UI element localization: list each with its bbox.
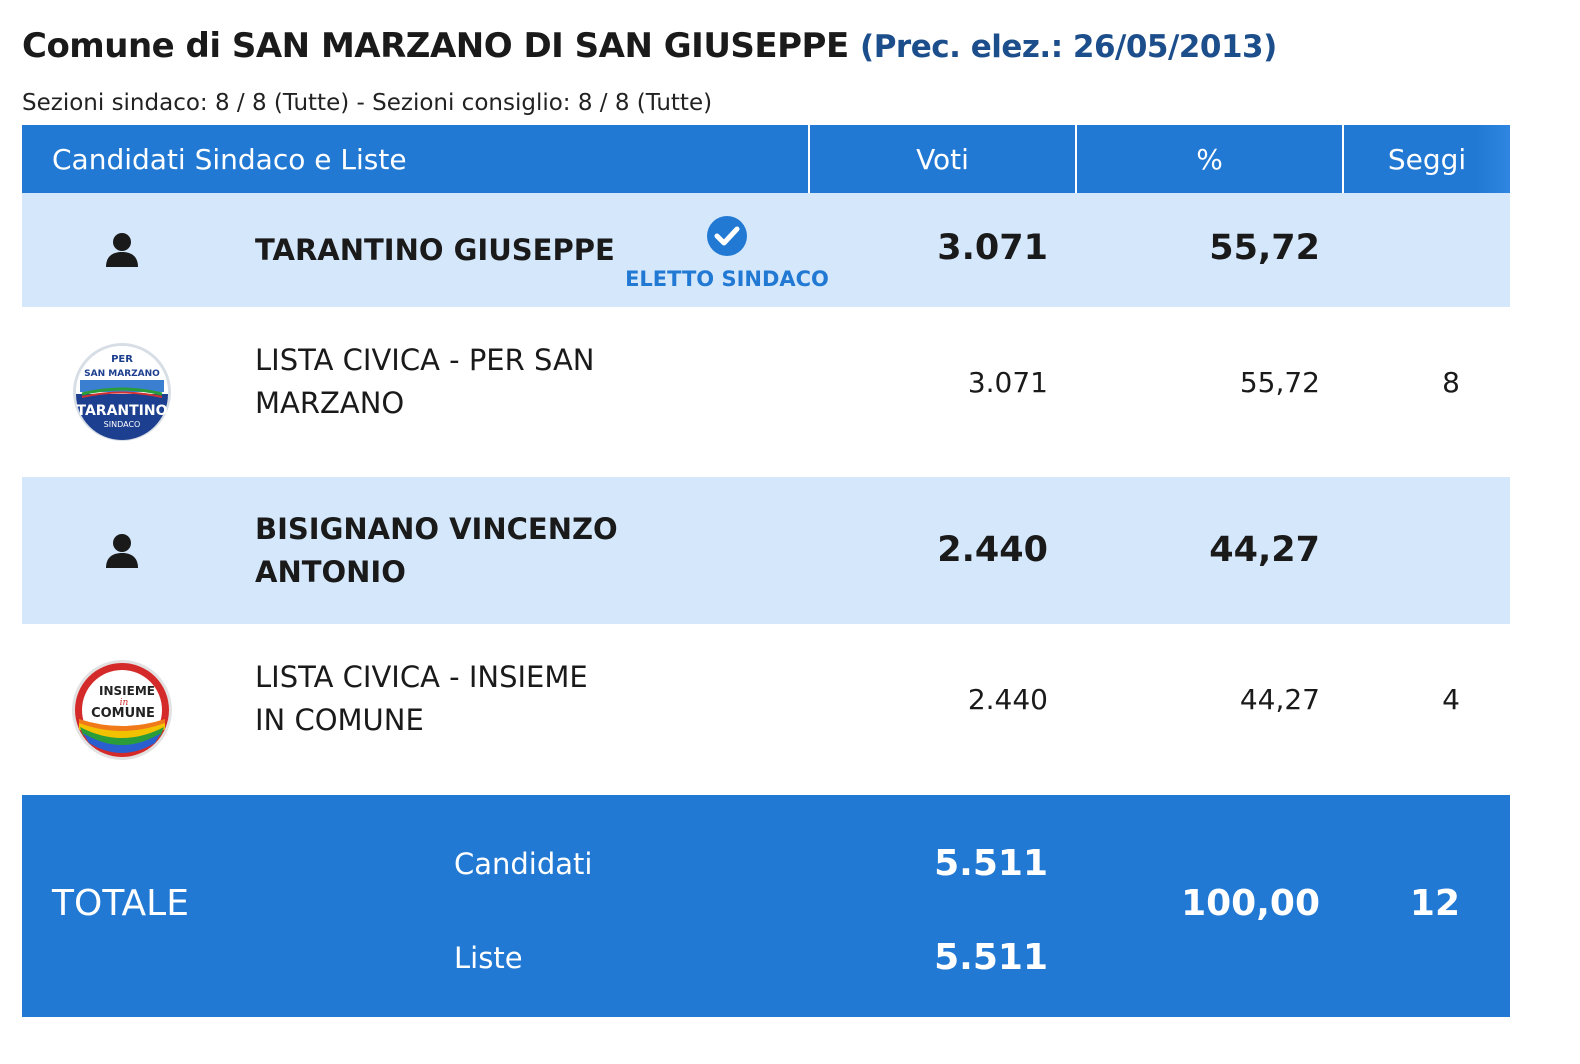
list-name[interactable]: LISTA CIVICA - INSIEME IN COMUNE	[255, 656, 588, 742]
column-header-name: Candidati Sindaco e Liste	[22, 125, 810, 193]
list-seats: 4	[1442, 683, 1460, 716]
logo-text-san-marzano: SAN MARZANO	[84, 369, 160, 379]
municipality-title: Comune di SAN MARZANO DI SAN GIUSEPPE	[22, 26, 849, 66]
column-header-votes: Voti	[810, 125, 1077, 193]
candidate-row: TARANTINO GIUSEPPE ELETTO SINDACO 3.071 …	[22, 193, 1510, 307]
column-header-percent: %	[1077, 125, 1344, 193]
candidate-name[interactable]: BISIGNANO VINCENZO ANTONIO	[255, 508, 618, 594]
logo-text-comune: COMUNE	[91, 706, 155, 721]
total-lists-label: Liste	[454, 941, 523, 975]
list-name[interactable]: LISTA CIVICA - PER SAN MARZANO	[255, 339, 594, 425]
list-row: PER SAN MARZANO TARANTINO SINDACO LISTA …	[22, 307, 1510, 477]
list-votes: 2.440	[967, 683, 1048, 716]
list-name-line: LISTA CIVICA - PER SAN	[255, 343, 595, 377]
list-row: INSIEME in COMUNE LISTA CIVICA - INSIEME…	[22, 624, 1510, 795]
candidate-votes: 3.071	[937, 228, 1048, 268]
column-header-seats: Seggi	[1344, 125, 1510, 193]
candidate-percent: 44,27	[1209, 530, 1320, 570]
insieme-in-comune-logo: INSIEME in COMUNE	[22, 624, 222, 795]
per-san-marzano-logo: PER SAN MARZANO TARANTINO SINDACO	[22, 307, 222, 477]
total-seats: 12	[1409, 883, 1460, 924]
list-name-line: IN COMUNE	[255, 703, 424, 737]
elected-badge: ELETTO SINDACO	[612, 215, 842, 291]
elected-label: ELETTO SINDACO	[625, 267, 829, 291]
list-percent: 44,27	[1239, 683, 1320, 716]
sections-summary: Sezioni sindaco: 8 / 8 (Tutte) - Sezioni…	[22, 90, 713, 116]
previous-election-link[interactable]: (Prec. elez.: 26/05/2013)	[860, 29, 1277, 65]
list-votes: 3.071	[967, 366, 1048, 399]
total-percent: 100,00	[1181, 883, 1320, 924]
person-icon	[22, 477, 222, 624]
logo-text-sindaco: SINDACO	[104, 420, 141, 429]
table-header: Candidati Sindaco e Liste Voti % Seggi	[22, 125, 1510, 193]
list-percent: 55,72	[1239, 366, 1320, 399]
candidate-name[interactable]: TARANTINO GIUSEPPE	[255, 233, 615, 267]
list-seats: 8	[1442, 366, 1460, 399]
total-lists-votes: 5.511	[934, 937, 1048, 978]
check-circle-icon	[707, 216, 747, 256]
candidate-name-line: ANTONIO	[255, 555, 406, 589]
total-candidates-label: Candidati	[454, 847, 593, 881]
candidate-votes: 2.440	[937, 530, 1048, 570]
totals-row: TOTALE Candidati 5.511 Liste 5.511 100,0…	[22, 795, 1510, 1017]
logo-text-per: PER	[111, 354, 133, 365]
person-icon	[22, 193, 222, 307]
logo-text-insieme: INSIEME	[99, 684, 155, 698]
candidate-row: BISIGNANO VINCENZO ANTONIO 2.440 44,27	[22, 477, 1510, 624]
logo-text-in: in	[120, 698, 129, 708]
total-candidates-votes: 5.511	[934, 843, 1048, 884]
candidate-percent: 55,72	[1209, 228, 1320, 268]
logo-text-tarantino: TARANTINO	[76, 403, 167, 419]
candidate-name-line: BISIGNANO VINCENZO	[255, 512, 618, 546]
total-label: TOTALE	[52, 883, 189, 924]
results-table: Candidati Sindaco e Liste Voti % Seggi T…	[22, 125, 1510, 1017]
list-name-line: LISTA CIVICA - INSIEME	[255, 660, 588, 694]
page-title: Comune di SAN MARZANO DI SAN GIUSEPPE (P…	[22, 26, 1277, 66]
list-name-line: MARZANO	[255, 386, 405, 420]
